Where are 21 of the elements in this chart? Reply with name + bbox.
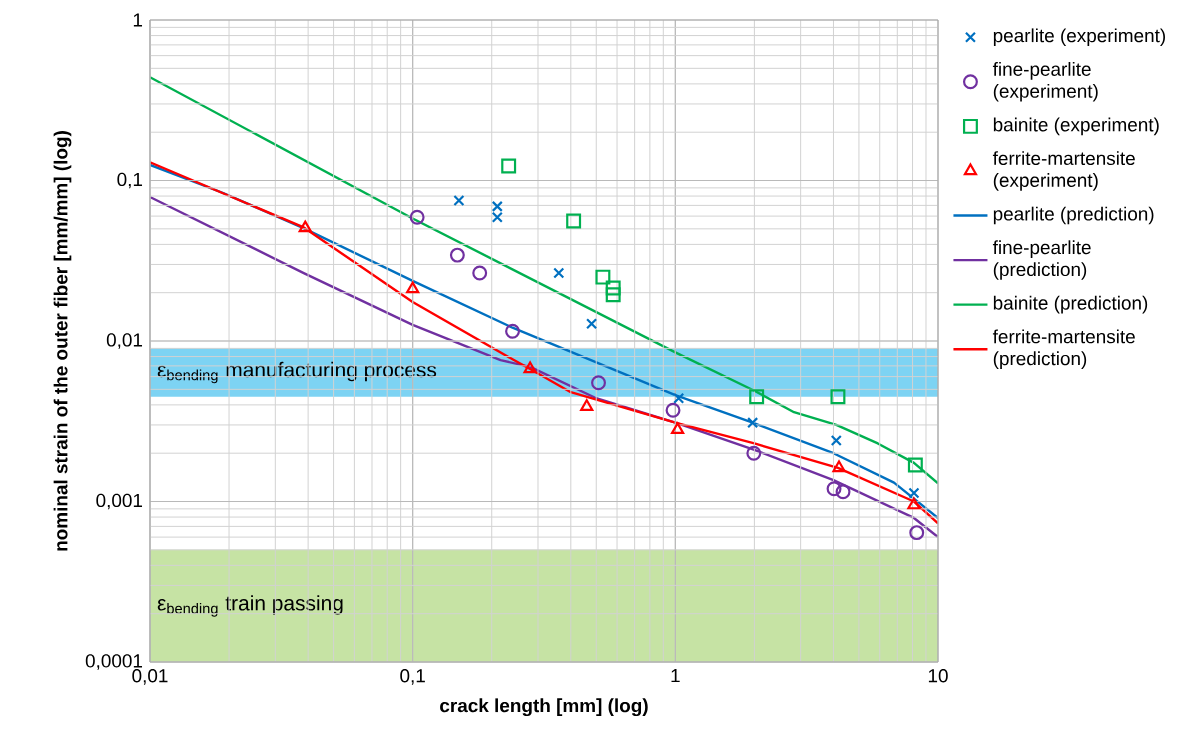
legend-label: ferrite-martensite (prediction) (992, 329, 1135, 370)
legend-label: ferrite-martensite (experiment) (992, 151, 1135, 191)
band-label: ε$_{bending}$ train passing (157, 595, 343, 617)
y-tick-label: 0,01 (106, 333, 143, 349)
legend-label: bainite (experiment) (993, 117, 1159, 136)
legend-label: fine-pearlite (prediction) (992, 240, 1091, 280)
x-tick-label: 1 (671, 669, 680, 683)
x-tick-label: 0,01 (132, 669, 168, 685)
y-axis-title: nominal strain of the outer fiber [mm/mm] (log) (53, 131, 72, 551)
band-label: ε$_{bending}$ manufacturing process (157, 361, 437, 384)
y-tick-label: 0,001 (96, 493, 143, 510)
legend-label: pearlite (prediction) (993, 206, 1154, 225)
legend-label: fine-pearlite (experiment) (992, 62, 1098, 102)
x-tick-label: 0,1 (400, 669, 425, 685)
y-tick-label: 0,0001 (85, 654, 143, 670)
x-tick-label: 10 (928, 669, 948, 683)
x-axis-title: crack length [mm] (log) (440, 698, 648, 717)
legend-label: pearlite (experiment) (993, 28, 1166, 47)
y-tick-label: 0,1 (117, 172, 143, 189)
y-tick-label: 1 (133, 13, 143, 27)
legend-label: bainite (prediction) (993, 295, 1148, 314)
